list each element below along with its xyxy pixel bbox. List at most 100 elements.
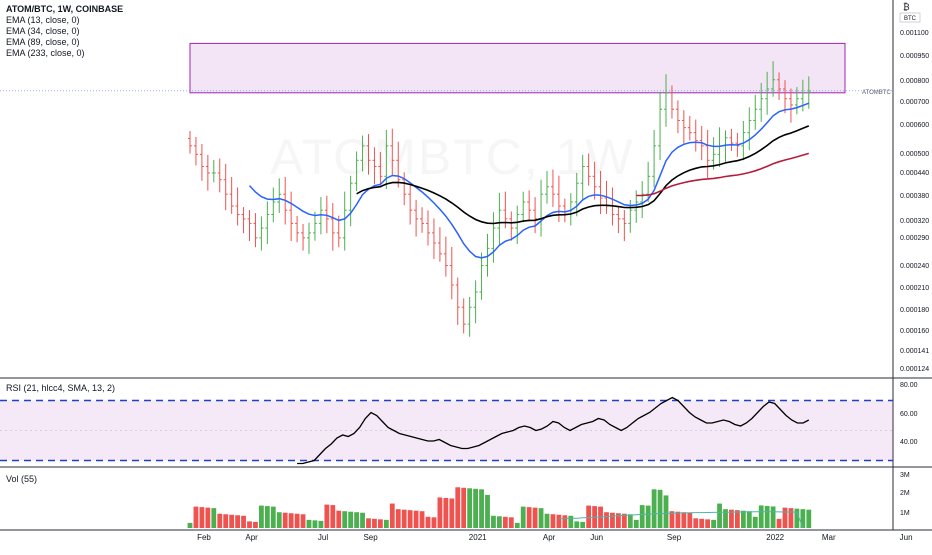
volume-bar bbox=[586, 505, 592, 528]
symbol-watermark: ATOMBTC, 1W bbox=[270, 129, 635, 185]
volume-bar bbox=[693, 518, 699, 528]
currency-label: BTC bbox=[904, 16, 917, 22]
volume-bar bbox=[485, 494, 490, 528]
ema34-line bbox=[356, 125, 810, 225]
ema89-line bbox=[636, 152, 810, 197]
price-tick-label: 0.000380 bbox=[900, 193, 929, 200]
volume-bar bbox=[324, 504, 330, 528]
volume-bar bbox=[330, 505, 336, 528]
volume-bar bbox=[526, 507, 532, 528]
ema233-legend[interactable]: EMA (233, close, 0) bbox=[6, 48, 85, 58]
resistance-zone bbox=[189, 42, 846, 94]
rsi-tick-label: 60.00 bbox=[900, 411, 918, 418]
volume-bar bbox=[461, 487, 467, 528]
volume-bar bbox=[621, 513, 627, 528]
volume-bar bbox=[538, 508, 544, 528]
volume-bar bbox=[312, 520, 318, 528]
volume-bar bbox=[407, 510, 413, 528]
volume-bar bbox=[288, 513, 294, 528]
volume-bar bbox=[378, 519, 383, 528]
volume-bar bbox=[229, 514, 235, 528]
volume-bar bbox=[729, 509, 734, 528]
volume-bar bbox=[336, 510, 342, 528]
volume-bar bbox=[253, 521, 258, 528]
volume-bar bbox=[449, 498, 455, 528]
ema13-line bbox=[248, 102, 810, 259]
volume-bar bbox=[532, 507, 538, 528]
volume-bar bbox=[241, 515, 246, 528]
volume-bar bbox=[247, 521, 252, 528]
volume-bar bbox=[627, 514, 633, 528]
volume-bar bbox=[419, 511, 425, 528]
ema34-legend[interactable]: EMA (34, close, 0) bbox=[6, 26, 80, 36]
volume-bar bbox=[651, 489, 657, 528]
volume-bar bbox=[562, 515, 568, 528]
volume-bar bbox=[306, 519, 312, 528]
volume-bar bbox=[568, 515, 574, 528]
volume-bar bbox=[616, 513, 621, 528]
symbol-title[interactable]: ATOM/BTC, 1W, COINBASE bbox=[6, 4, 124, 14]
time-tick-label: Sep bbox=[667, 533, 682, 542]
ema89-legend[interactable]: EMA (89, close, 0) bbox=[6, 37, 80, 47]
volume-bar bbox=[223, 514, 229, 528]
volume-bar bbox=[717, 503, 722, 528]
rsi-tick-label: 80.00 bbox=[900, 382, 918, 389]
volume-bar bbox=[514, 522, 520, 528]
volume-bar bbox=[401, 509, 407, 528]
volume-bar bbox=[270, 506, 276, 528]
volume-tick-label: 1M bbox=[900, 510, 910, 517]
volume-bar bbox=[699, 518, 705, 528]
volume-bar bbox=[479, 489, 484, 528]
volume-bar bbox=[502, 516, 508, 528]
volume-bar bbox=[354, 512, 359, 528]
volume-bar bbox=[580, 521, 586, 528]
volume-bar bbox=[633, 519, 639, 528]
volume-bar bbox=[199, 507, 205, 528]
volume-pane-label[interactable]: Vol (55) bbox=[6, 474, 38, 484]
volume-bar bbox=[645, 505, 651, 528]
volume-bar bbox=[395, 509, 401, 528]
time-tick-label: Feb bbox=[197, 533, 211, 542]
chart-legend: ATOM/BTC, 1W, COINBASE EMA (13, close, 0… bbox=[6, 4, 123, 59]
price-tick-label: 0.000500 bbox=[900, 151, 929, 158]
volume-bar bbox=[205, 507, 211, 528]
volume-bar bbox=[276, 512, 282, 528]
volume-bar bbox=[604, 512, 609, 528]
volume-bar bbox=[800, 509, 806, 528]
volume-bar bbox=[746, 511, 752, 528]
volume-bar bbox=[705, 519, 711, 528]
volume-bar bbox=[740, 510, 746, 528]
volume-bar bbox=[318, 520, 324, 528]
time-tick-label: 2021 bbox=[469, 533, 487, 542]
volume-bar bbox=[681, 512, 687, 528]
price-tick-label: 0.000160 bbox=[900, 328, 929, 335]
volume-bar bbox=[520, 506, 526, 528]
symbol-tag: ATOMBTC bbox=[862, 90, 891, 96]
price-tick-label: 0.000320 bbox=[900, 218, 929, 225]
time-tick-label: Jun bbox=[900, 533, 913, 542]
volume-bar bbox=[389, 503, 395, 528]
volume-bar bbox=[806, 509, 812, 528]
volume-bar bbox=[723, 509, 728, 528]
volume-bar bbox=[455, 487, 461, 528]
volume-bar bbox=[770, 506, 776, 528]
price-tick-label: 0.000800 bbox=[900, 78, 929, 85]
volume-bar bbox=[300, 514, 306, 528]
rsi-tick-label: 40.00 bbox=[900, 439, 918, 446]
ema13-legend[interactable]: EMA (13, close, 0) bbox=[6, 15, 80, 25]
rsi-line bbox=[297, 396, 810, 465]
price-tick-label: 0.000180 bbox=[900, 307, 929, 314]
price-tick-label: 0.000124 bbox=[900, 366, 929, 373]
rsi-pane-label[interactable]: RSI (21, hlcc4, SMA, 13, 2) bbox=[6, 383, 116, 393]
volume-bar bbox=[491, 515, 496, 528]
volume-bar bbox=[383, 519, 389, 528]
volume-bar bbox=[675, 511, 681, 528]
time-tick-label: Jun bbox=[590, 533, 603, 542]
volume-bar bbox=[282, 512, 288, 528]
volume-bar bbox=[342, 511, 348, 528]
volume-bar bbox=[443, 497, 449, 528]
volume-bar bbox=[776, 518, 782, 528]
volume-bar bbox=[550, 514, 556, 528]
volume-bar bbox=[687, 512, 693, 528]
